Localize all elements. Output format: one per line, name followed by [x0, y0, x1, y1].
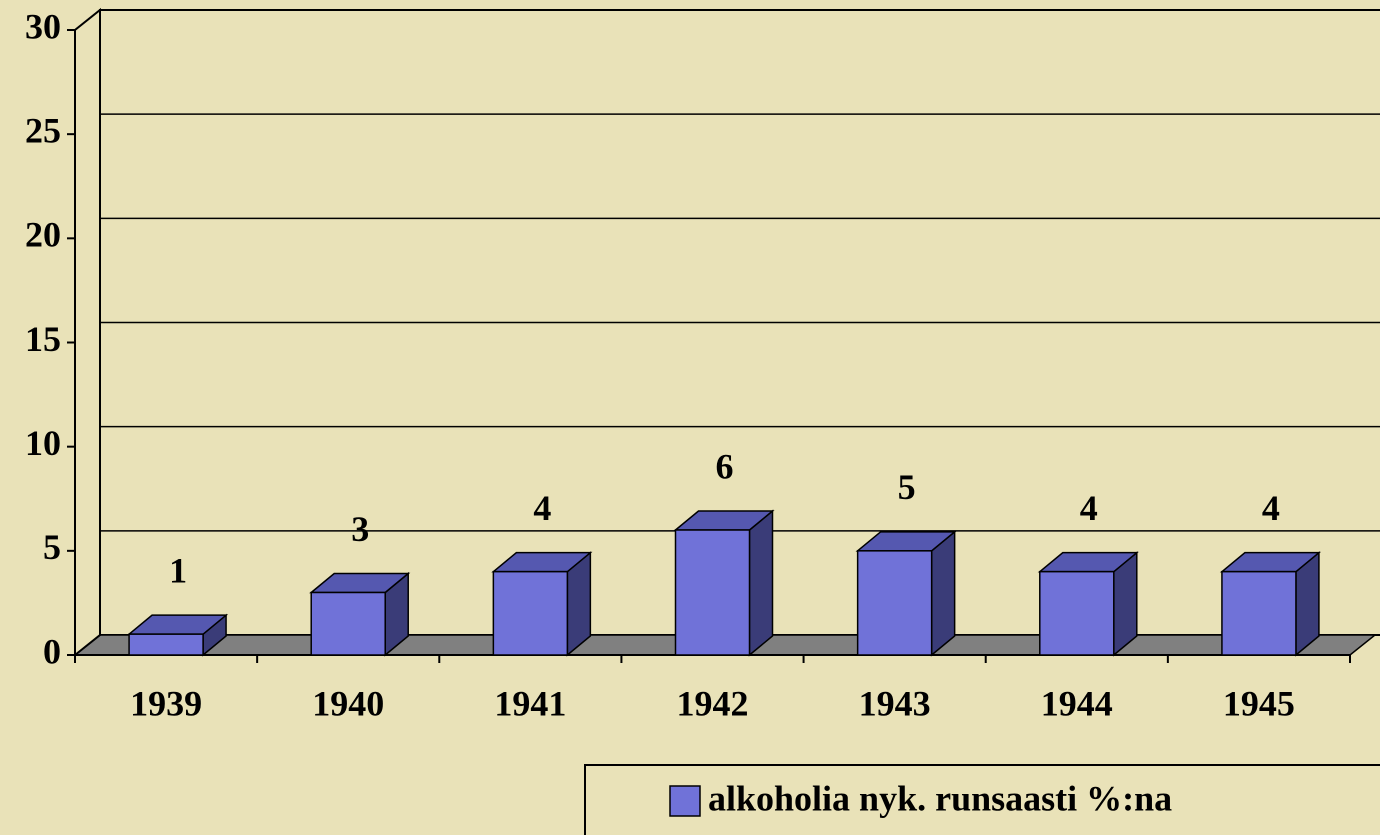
legend-box [584, 764, 1380, 835]
bar [1221, 570, 1297, 656]
data-label: 5 [898, 467, 916, 507]
x-tick-label: 1944 [1041, 683, 1113, 723]
x-tick-label: 1943 [859, 683, 931, 723]
y-tick-label: 20 [25, 215, 61, 255]
y-tick-label: 30 [25, 6, 61, 46]
data-label: 4 [533, 488, 551, 528]
data-label: 3 [351, 509, 369, 549]
bar [674, 529, 751, 656]
bar-side [748, 509, 774, 657]
y-tick-label: 5 [43, 527, 61, 567]
x-tick-label: 1945 [1223, 683, 1295, 723]
x-tick-label: 1942 [677, 683, 749, 723]
x-tick-label: 1941 [494, 683, 566, 723]
data-label: 4 [1080, 488, 1098, 528]
bar [1039, 570, 1115, 656]
data-label: 4 [1262, 488, 1280, 528]
bar [492, 570, 569, 656]
x-tick-label: 1939 [130, 683, 202, 723]
legend-label: alkoholia nyk. runsaasti %:na [708, 778, 1172, 818]
y-tick-label: 10 [25, 423, 61, 463]
y-tick-label: 0 [43, 631, 61, 671]
side-wall [74, 7, 101, 658]
bar [856, 550, 933, 656]
y-tick-label: 15 [25, 319, 61, 359]
y-tick-label: 25 [25, 110, 61, 150]
x-tick-label: 1940 [312, 683, 384, 723]
legend-swatch [669, 785, 701, 817]
bar [310, 591, 386, 656]
bar [128, 633, 204, 656]
data-label: 1 [169, 550, 187, 590]
data-label: 6 [716, 446, 734, 486]
bar-side [930, 530, 956, 657]
legend [584, 764, 1380, 835]
